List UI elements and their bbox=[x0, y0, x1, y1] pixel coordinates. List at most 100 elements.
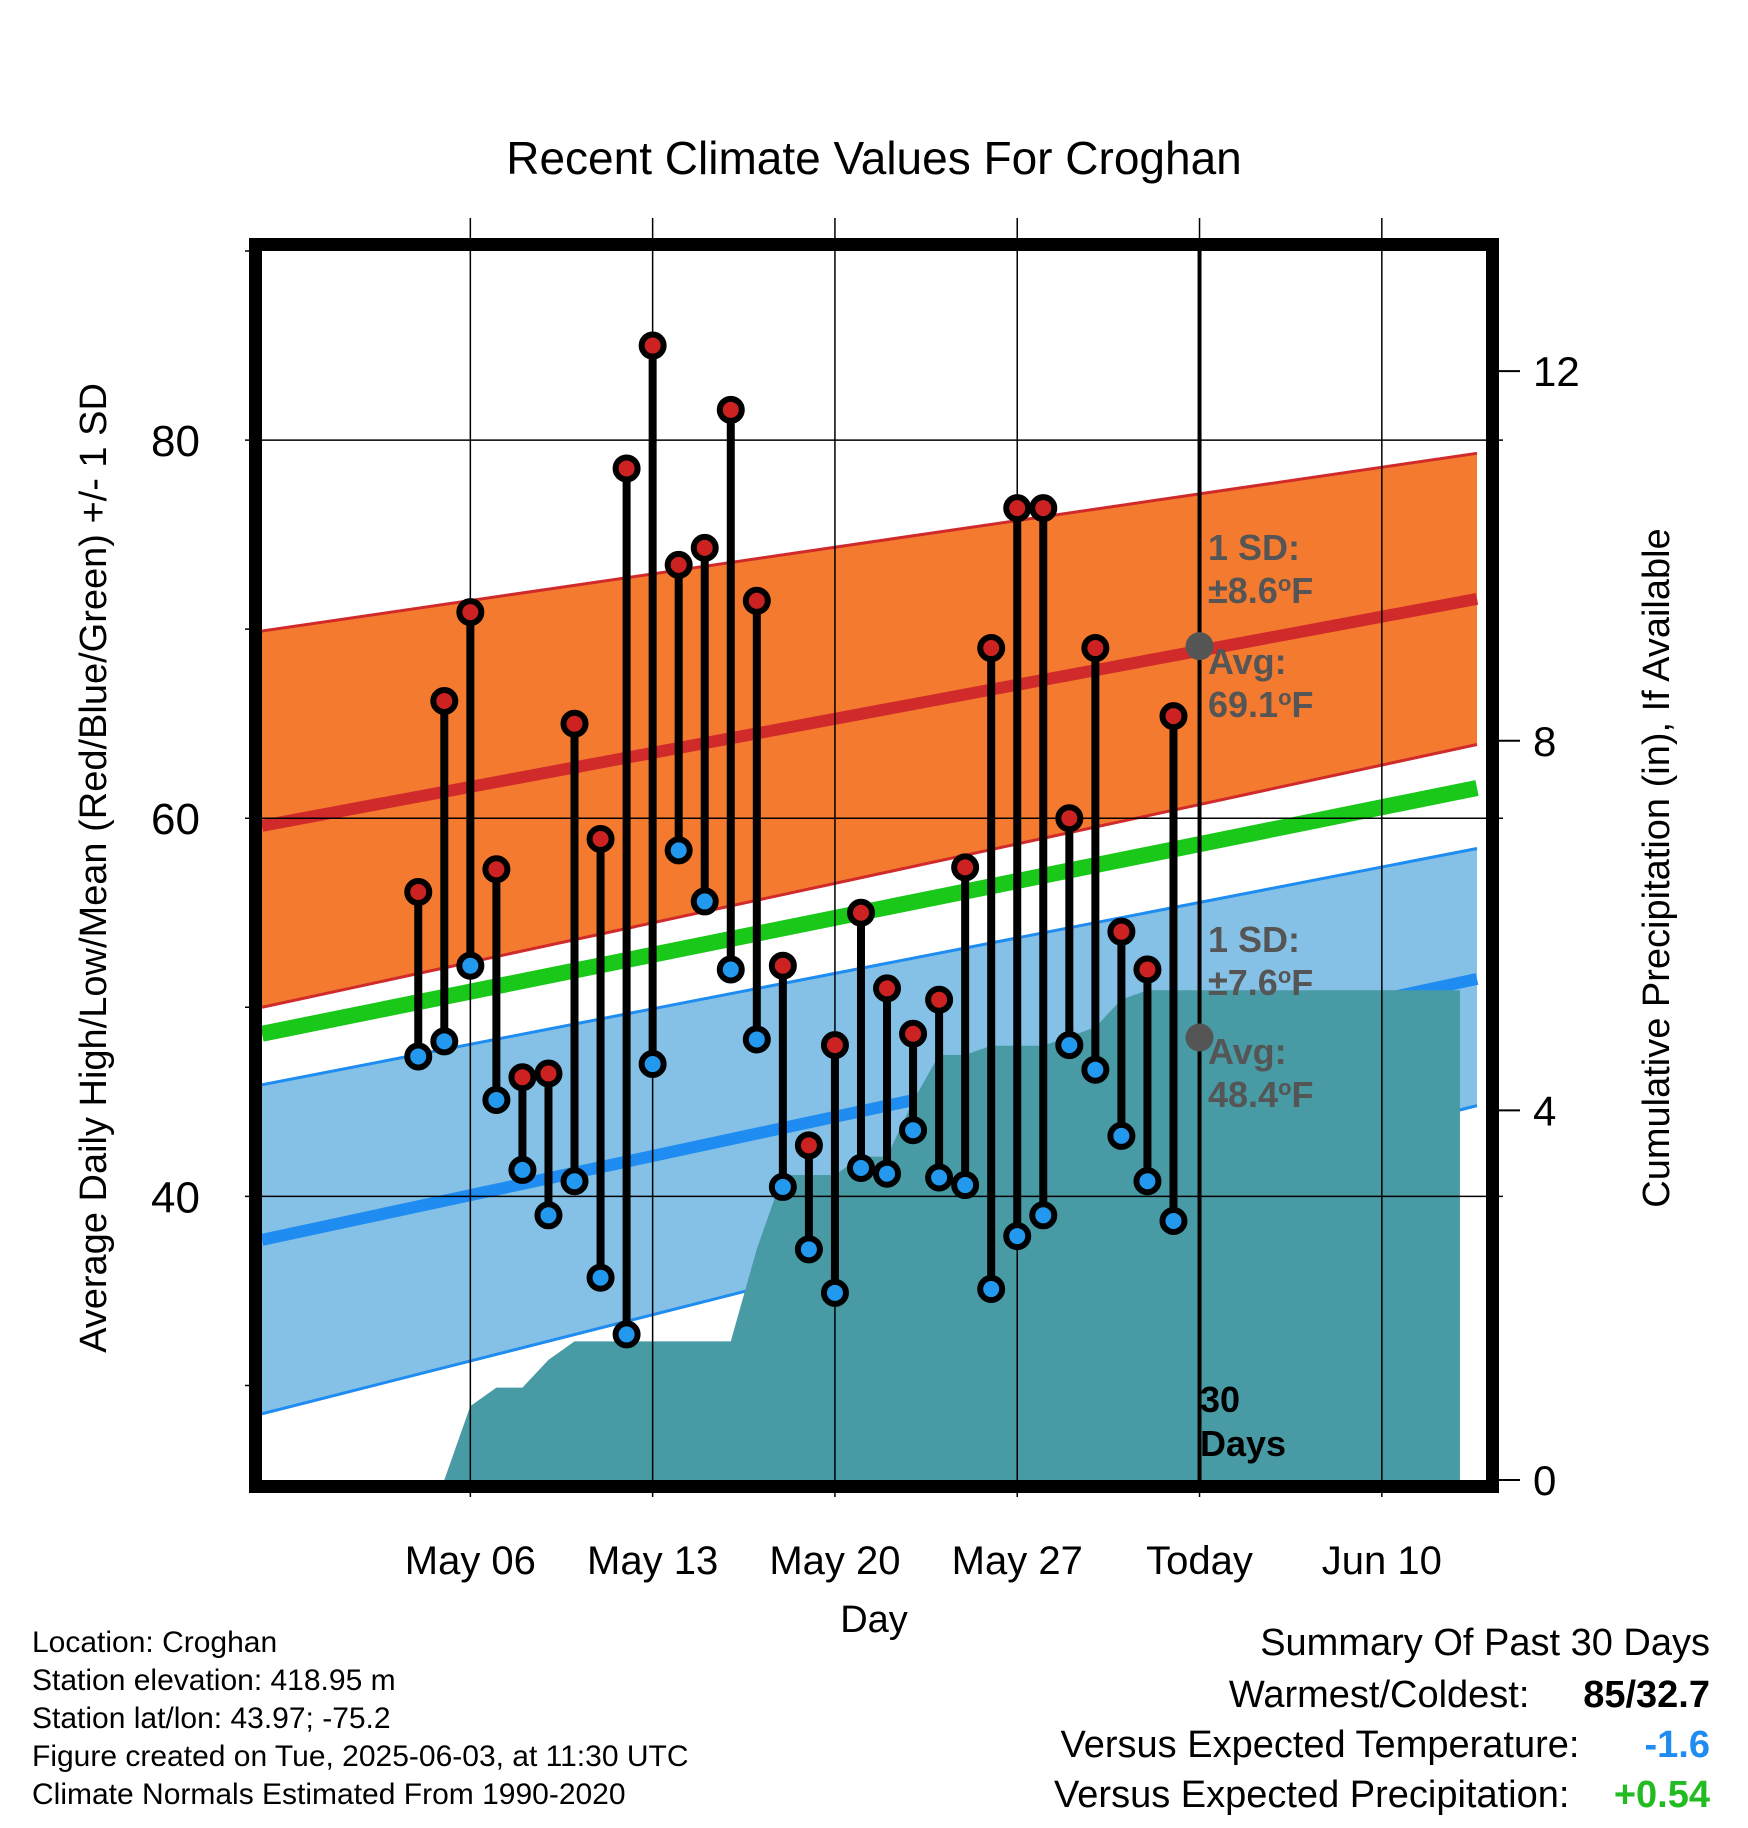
x-tick-label-0: May 06 bbox=[405, 1539, 536, 1583]
y-tick-label-2: 80 bbox=[151, 417, 200, 466]
high-temp-point bbox=[534, 1059, 563, 1088]
y-axis-label: Average Daily High/Low/Mean (Red/Blue/Gr… bbox=[73, 383, 115, 1353]
low-temp-point bbox=[899, 1116, 928, 1145]
info-latlon: Station lat/lon: 43.97; -75.2 bbox=[32, 1702, 391, 1735]
high-temp-point bbox=[482, 855, 511, 884]
today-high-avg-marker bbox=[1185, 632, 1214, 661]
low-temp-point bbox=[1055, 1031, 1084, 1060]
low-temp-point bbox=[925, 1163, 954, 1192]
low-sd-value: ±7.6oF bbox=[1208, 962, 1313, 1003]
low-temp-point bbox=[873, 1159, 902, 1188]
low-temp-point bbox=[742, 1025, 771, 1054]
y-tick-label-0: 40 bbox=[151, 1173, 200, 1222]
low-avg-value-part: F bbox=[1292, 1074, 1314, 1115]
x-tick-label-5: Jun 10 bbox=[1322, 1539, 1442, 1583]
high-temp-point bbox=[664, 550, 693, 579]
y2-tick-label-1: 4 bbox=[1533, 1087, 1556, 1134]
low-temp-point bbox=[638, 1050, 667, 1079]
x-tick-label-4: Today bbox=[1146, 1539, 1253, 1583]
low-avg-label-part: Avg: bbox=[1208, 1031, 1287, 1072]
low-temp-point bbox=[664, 836, 693, 865]
y2-tick-label-0: 0 bbox=[1533, 1457, 1556, 1504]
high-temp-point bbox=[925, 985, 954, 1014]
low-avg-value-part: 48.4 bbox=[1208, 1074, 1278, 1115]
high-temp-point bbox=[716, 395, 745, 424]
low-temp-point bbox=[1081, 1055, 1110, 1084]
low-temp-point bbox=[508, 1155, 537, 1184]
y2-tick-label-3: 12 bbox=[1533, 348, 1580, 395]
low-temp-point bbox=[1029, 1201, 1058, 1230]
high-temp-point bbox=[846, 898, 875, 927]
low-temp-point bbox=[820, 1278, 849, 1307]
high-temp-point bbox=[638, 331, 667, 360]
high-avg-value-part: 69.1 bbox=[1208, 684, 1278, 725]
high-temp-point bbox=[794, 1131, 823, 1160]
high-temp-point bbox=[612, 454, 641, 483]
low-temp-point bbox=[586, 1263, 615, 1292]
summary-warmest-value: 85/32.7 bbox=[1583, 1674, 1710, 1716]
high-temp-point bbox=[820, 1031, 849, 1060]
high-temp-point bbox=[977, 634, 1006, 663]
high-sd-label: 1 SD: bbox=[1208, 527, 1300, 568]
info-location: Location: Croghan bbox=[32, 1626, 278, 1659]
low-temp-point bbox=[1159, 1206, 1188, 1235]
low-temp-point bbox=[768, 1172, 797, 1201]
low-temp-point bbox=[951, 1171, 980, 1200]
x-axis-label: Day bbox=[840, 1599, 908, 1641]
y2-axis-label: Cumulative Precipitation (in), If Availa… bbox=[1636, 528, 1678, 1207]
high-temp-point bbox=[1055, 804, 1084, 833]
high-temp-point bbox=[456, 598, 485, 627]
high-avg-label: Avg: bbox=[1208, 641, 1287, 682]
low-temp-point bbox=[482, 1085, 511, 1114]
plot-area: 40 60 80 0 4 8 12 May 06 May 13 May 20 May 27 Today… bbox=[151, 218, 1580, 1583]
summary-temp-value: -1.6 bbox=[1644, 1724, 1710, 1766]
summary-precip-value: +0.54 bbox=[1613, 1774, 1710, 1816]
high-avg-value-part: o bbox=[1278, 685, 1291, 710]
low-temp-point bbox=[456, 951, 485, 980]
x-tick-label-3: May 27 bbox=[952, 1539, 1083, 1583]
low-temp-point bbox=[1107, 1121, 1136, 1150]
high-sd-value-part: F bbox=[1291, 570, 1313, 611]
high-temp-point bbox=[508, 1063, 537, 1092]
high-sd-value-part: o bbox=[1278, 571, 1291, 596]
low-avg-label: Avg: bbox=[1208, 1031, 1287, 1072]
summary-warmest-label: Warmest/Coldest: bbox=[1228, 1674, 1530, 1716]
low-temp-point bbox=[846, 1154, 875, 1183]
high-temp-point bbox=[1133, 955, 1162, 984]
high-temp-point bbox=[1081, 634, 1110, 663]
station-info: Location: Croghan Station elevation: 418… bbox=[32, 1624, 689, 1814]
high-temp-point bbox=[690, 533, 719, 562]
low-temp-point bbox=[977, 1275, 1006, 1304]
low-temp-point bbox=[794, 1235, 823, 1264]
high-sd-label-part: 1 SD: bbox=[1208, 527, 1300, 568]
info-elevation: Station elevation: 418.95 m bbox=[32, 1664, 396, 1697]
high-sd-band bbox=[262, 453, 1477, 1008]
summary-temp-row: Versus Expected Temperature: -1.6 bbox=[1061, 1724, 1710, 1767]
low-avg-value: 48.4oF bbox=[1208, 1074, 1314, 1115]
high-temp-point bbox=[899, 1019, 928, 1048]
low-temp-point bbox=[690, 887, 719, 916]
summary-warmest-row: Warmest/Coldest: 85/32.7 bbox=[1229, 1674, 1710, 1717]
high-avg-value-part: F bbox=[1292, 684, 1314, 725]
y-tick-label-1: 60 bbox=[151, 795, 200, 844]
low-temp-point bbox=[1003, 1222, 1032, 1251]
high-avg-label-part: Avg: bbox=[1208, 641, 1287, 682]
low-sd-label-part: 1 SD: bbox=[1208, 919, 1300, 960]
summary-title: Summary Of Past 30 Days bbox=[1260, 1622, 1710, 1664]
high-temp-point bbox=[1159, 702, 1188, 731]
high-temp-point bbox=[1003, 494, 1032, 523]
low-avg-value-part: o bbox=[1278, 1075, 1291, 1100]
low-temp-point bbox=[716, 955, 745, 984]
high-temp-point bbox=[404, 877, 433, 906]
summary-precip-label: Versus Expected Precipitation: bbox=[1054, 1774, 1570, 1816]
high-temp-point bbox=[873, 974, 902, 1003]
plot-frame bbox=[249, 238, 1499, 1493]
high-temp-point bbox=[586, 825, 615, 854]
today-low-avg-marker bbox=[1185, 1023, 1214, 1052]
high-temp-point bbox=[768, 951, 797, 980]
low-sd-label: 1 SD: bbox=[1208, 919, 1300, 960]
info-normals: Climate Normals Estimated From 1990-2020 bbox=[32, 1778, 626, 1811]
high-temp-point bbox=[1107, 917, 1136, 946]
high-sd-value: ±8.6oF bbox=[1208, 570, 1313, 611]
